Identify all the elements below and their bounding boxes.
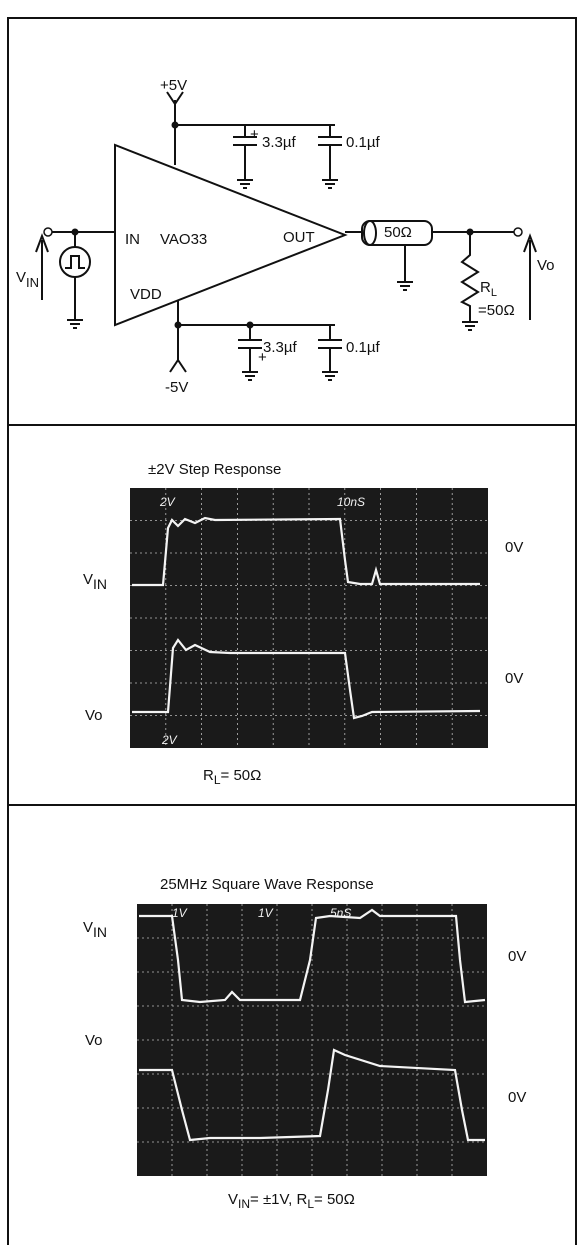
label: VDD xyxy=(130,286,162,303)
pulse-symbol xyxy=(65,256,85,268)
terminal xyxy=(514,228,522,236)
node xyxy=(247,322,254,329)
label: R xyxy=(480,279,491,296)
caption: RL= 50Ω xyxy=(203,767,261,787)
scope-label: 1V xyxy=(258,906,274,920)
caption: V xyxy=(228,1191,238,1208)
scope-label: 10nS xyxy=(337,495,365,509)
label: Vo xyxy=(85,1032,103,1049)
label: VIN xyxy=(16,269,39,290)
circuit: + + +5V 3.3µf 0.1µf 3.3µf 0.1µf -5V IN V… xyxy=(16,77,555,396)
square-panel: 25MHz Square Wave Response 1V 1V 5nS VIN… xyxy=(83,876,526,1211)
label: +5V xyxy=(160,77,187,94)
scope-label: 2V xyxy=(159,495,176,509)
label: 3.3µf xyxy=(263,339,297,356)
caption: = ±1V, R xyxy=(250,1191,307,1208)
supply-top xyxy=(175,100,342,188)
caption: IN xyxy=(238,1197,250,1211)
node xyxy=(172,122,179,129)
pulse-source xyxy=(60,247,90,277)
node xyxy=(175,322,182,329)
label: V xyxy=(16,269,26,286)
node xyxy=(72,229,79,236)
step-panel: ±2V Step Response 2V 10nS 2V VIN Vo 0V 0… xyxy=(83,461,523,787)
panel-title: ±2V Step Response xyxy=(148,461,281,478)
label: V xyxy=(83,919,93,936)
label: =50Ω xyxy=(478,302,515,319)
label: IN xyxy=(93,576,107,592)
label: VIN xyxy=(83,571,107,592)
label: RL xyxy=(480,279,497,299)
caption: VIN= ±1V, RL= 50Ω xyxy=(228,1191,355,1211)
label: L xyxy=(491,287,497,299)
label: IN xyxy=(93,924,107,940)
polarity: + xyxy=(250,126,259,143)
supply-bottom xyxy=(170,300,342,380)
terminal xyxy=(44,228,52,236)
label: V xyxy=(83,571,93,588)
caption: = 50Ω xyxy=(314,1191,355,1208)
label: 3.3µf xyxy=(262,134,296,151)
label: Vo xyxy=(537,257,555,274)
label: 0.1µf xyxy=(346,134,380,151)
label: -5V xyxy=(165,379,188,396)
label: 50Ω xyxy=(384,224,412,241)
label: 0V xyxy=(505,539,523,556)
label: VIN xyxy=(83,919,107,940)
node xyxy=(467,229,474,236)
label: OUT xyxy=(283,229,315,246)
label: 0.1µf xyxy=(346,339,380,356)
caption: = 50Ω xyxy=(221,767,262,784)
scope-label: 2V xyxy=(161,733,178,747)
label: IN xyxy=(125,231,140,248)
coax-end xyxy=(364,221,376,245)
scope-label: 5nS xyxy=(330,906,351,920)
scope-label: 1V xyxy=(172,906,188,920)
panel-title: 25MHz Square Wave Response xyxy=(160,876,374,893)
label: VAO33 xyxy=(160,231,207,248)
caption: R xyxy=(203,767,214,784)
label: 0V xyxy=(505,670,523,687)
label: 0V xyxy=(508,1089,526,1106)
label: Vo xyxy=(85,707,103,724)
label: IN xyxy=(26,275,39,290)
figure: + + +5V 3.3µf 0.1µf 3.3µf 0.1µf -5V IN V… xyxy=(0,0,583,1245)
label: 0V xyxy=(508,948,526,965)
